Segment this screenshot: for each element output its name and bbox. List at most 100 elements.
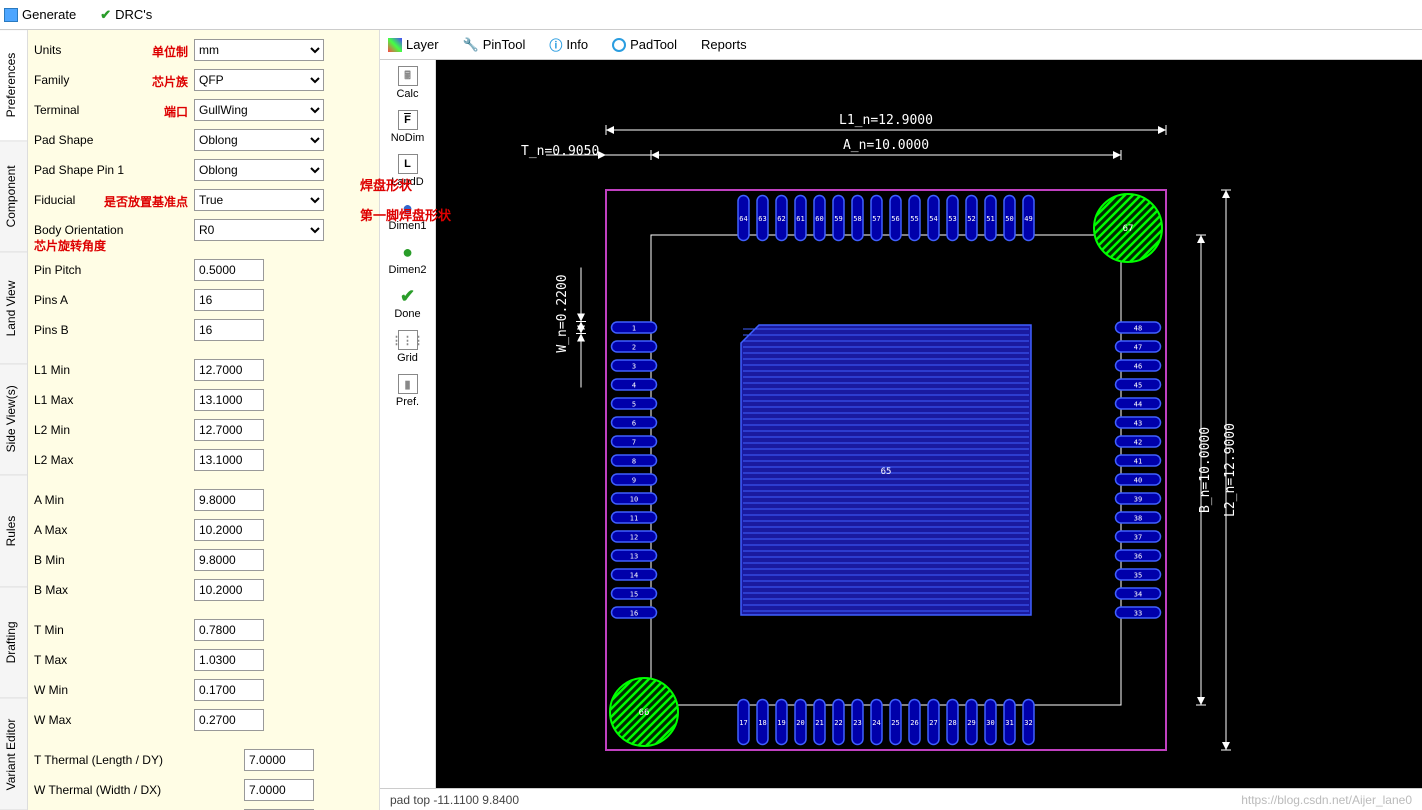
field-wth_label[interactable]: [244, 779, 314, 801]
field-amin_label[interactable]: [194, 489, 264, 511]
anno-bodyorient_anno: 芯片旋转角度: [34, 237, 106, 254]
generate-label: Generate: [22, 7, 76, 22]
svg-text:4: 4: [632, 382, 636, 390]
pad-icon: [612, 38, 626, 52]
done-label: Done: [394, 308, 420, 320]
info-button[interactable]: ⓘInfo: [549, 35, 588, 54]
reports-button[interactable]: Reports: [701, 37, 747, 52]
padtool-button[interactable]: PadTool: [612, 37, 677, 52]
field-units_label[interactable]: mm: [194, 39, 324, 61]
vtab-rules[interactable]: Rules: [0, 476, 27, 587]
svg-text:W_n=0.2200: W_n=0.2200: [555, 274, 570, 352]
watermark: https://blog.csdn.net/Aijer_lane0: [1241, 793, 1412, 807]
vtab-variant-editor[interactable]: Variant Editor: [0, 699, 27, 810]
label-family_label: Family芯片族: [34, 73, 194, 87]
info-label: Info: [566, 37, 588, 52]
svg-text:49: 49: [1024, 215, 1032, 223]
svg-text:7: 7: [632, 439, 636, 447]
svg-text:33: 33: [1134, 610, 1142, 618]
field-tmin_label[interactable]: [194, 619, 264, 641]
svg-text:44: 44: [1134, 401, 1142, 409]
anno-padshape1: 第一脚焊盘形状: [360, 205, 451, 224]
label-amin_label: A Min: [34, 493, 194, 507]
vtab-preferences[interactable]: Preferences: [0, 30, 27, 141]
svg-text:62: 62: [777, 215, 785, 223]
field-bmax_label[interactable]: [194, 579, 264, 601]
field-wmin_label[interactable]: [194, 679, 264, 701]
pref-icon: ▮: [398, 374, 418, 394]
svg-text:52: 52: [967, 215, 975, 223]
field-family_label[interactable]: QFP: [194, 69, 324, 91]
tool-calc[interactable]: 🖩Calc: [386, 64, 430, 102]
svg-text:L1_n=12.9000: L1_n=12.9000: [839, 113, 933, 128]
vtab-land-view[interactable]: Land View: [0, 253, 27, 364]
field-tmax_label[interactable]: [194, 649, 264, 671]
properties-panel: Units单位制mmFamily芯片族QFPTerminal端口GullWing…: [28, 30, 379, 810]
tool-dimen2[interactable]: ●Dimen2: [386, 240, 430, 278]
label-l1min_label: L1 Min: [34, 363, 194, 377]
nodim-label: NoDim: [391, 132, 425, 144]
svg-text:25: 25: [891, 719, 899, 727]
svg-text:66: 66: [639, 708, 650, 718]
layer-label: Layer: [406, 37, 439, 52]
svg-text:27: 27: [929, 719, 937, 727]
tool-grid[interactable]: ⋮⋮⋮Grid: [386, 328, 430, 366]
generate-button[interactable]: Generate: [4, 7, 76, 22]
field-fiducial_label[interactable]: True: [194, 189, 324, 211]
field-pinsb_label[interactable]: [194, 319, 264, 341]
svg-text:2: 2: [632, 344, 636, 352]
anno-family_anno: 芯片族: [152, 73, 188, 90]
svg-text:20: 20: [796, 719, 804, 727]
pintool-label: PinTool: [483, 37, 526, 52]
svg-text:38: 38: [1134, 515, 1142, 523]
label-padshape_label: Pad Shape: [34, 133, 194, 147]
nodim-icon: F: [398, 110, 418, 130]
drcs-button[interactable]: ✔ DRC's: [100, 7, 152, 23]
tool-pref[interactable]: ▮ Pref.: [386, 372, 430, 410]
field-pinsa_label[interactable]: [194, 289, 264, 311]
svg-text:6: 6: [632, 420, 636, 428]
svg-text:51: 51: [986, 215, 994, 223]
field-padshape_label[interactable]: Oblong: [194, 129, 324, 151]
field-bodyorient_label[interactable]: R0: [194, 219, 324, 241]
svg-text:9: 9: [632, 477, 636, 485]
svg-text:32: 32: [1024, 719, 1032, 727]
pref-label: Pref.: [396, 396, 419, 408]
field-l1min_label[interactable]: [194, 359, 264, 381]
svg-text:8: 8: [632, 458, 636, 466]
field-terminal_label[interactable]: GullWing: [194, 99, 324, 121]
field-wmax_label[interactable]: [194, 709, 264, 731]
pcb-canvas[interactable]: 6512345678910111213141516171819202122232…: [436, 60, 1422, 788]
field-l2min_label[interactable]: [194, 419, 264, 441]
field-padshape1_label[interactable]: Oblong: [194, 159, 324, 181]
layer-icon: [388, 38, 402, 52]
tool-done[interactable]: ✔Done: [386, 284, 430, 322]
top-toolbar: Generate ✔ DRC's: [0, 0, 1422, 30]
field-tth_label[interactable]: [244, 749, 314, 771]
vtab-drafting[interactable]: Drafting: [0, 587, 27, 698]
padtool-label: PadTool: [630, 37, 677, 52]
svg-text:14: 14: [630, 572, 638, 580]
field-pinpitch_label[interactable]: [194, 259, 264, 281]
field-amax_label[interactable]: [194, 519, 264, 541]
svg-text:63: 63: [758, 215, 766, 223]
field-bmin_label[interactable]: [194, 549, 264, 571]
tool-nodim[interactable]: F NoDim: [386, 108, 430, 146]
label-l1max_label: L1 Max: [34, 393, 194, 407]
label-bmax_label: B Max: [34, 583, 194, 597]
svg-text:30: 30: [986, 719, 994, 727]
anno-fiducial_anno: 是否放置基准点: [104, 193, 188, 210]
svg-text:40: 40: [1134, 477, 1142, 485]
svg-text:67: 67: [1123, 224, 1134, 234]
anno-units_anno: 单位制: [152, 43, 188, 60]
vtab-component[interactable]: Component: [0, 141, 27, 252]
label-pinsa_label: Pins A: [34, 293, 194, 307]
pintool-button[interactable]: 🔧PinTool: [463, 37, 526, 53]
vtab-side-view-s-[interactable]: Side View(s): [0, 364, 27, 475]
field-l1max_label[interactable]: [194, 389, 264, 411]
field-l2max_label[interactable]: [194, 449, 264, 471]
grid-icon: ⋮⋮⋮: [398, 330, 418, 350]
svg-text:5: 5: [632, 401, 636, 409]
label-wmin_label: W Min: [34, 683, 194, 697]
layer-button[interactable]: Layer: [388, 37, 439, 52]
